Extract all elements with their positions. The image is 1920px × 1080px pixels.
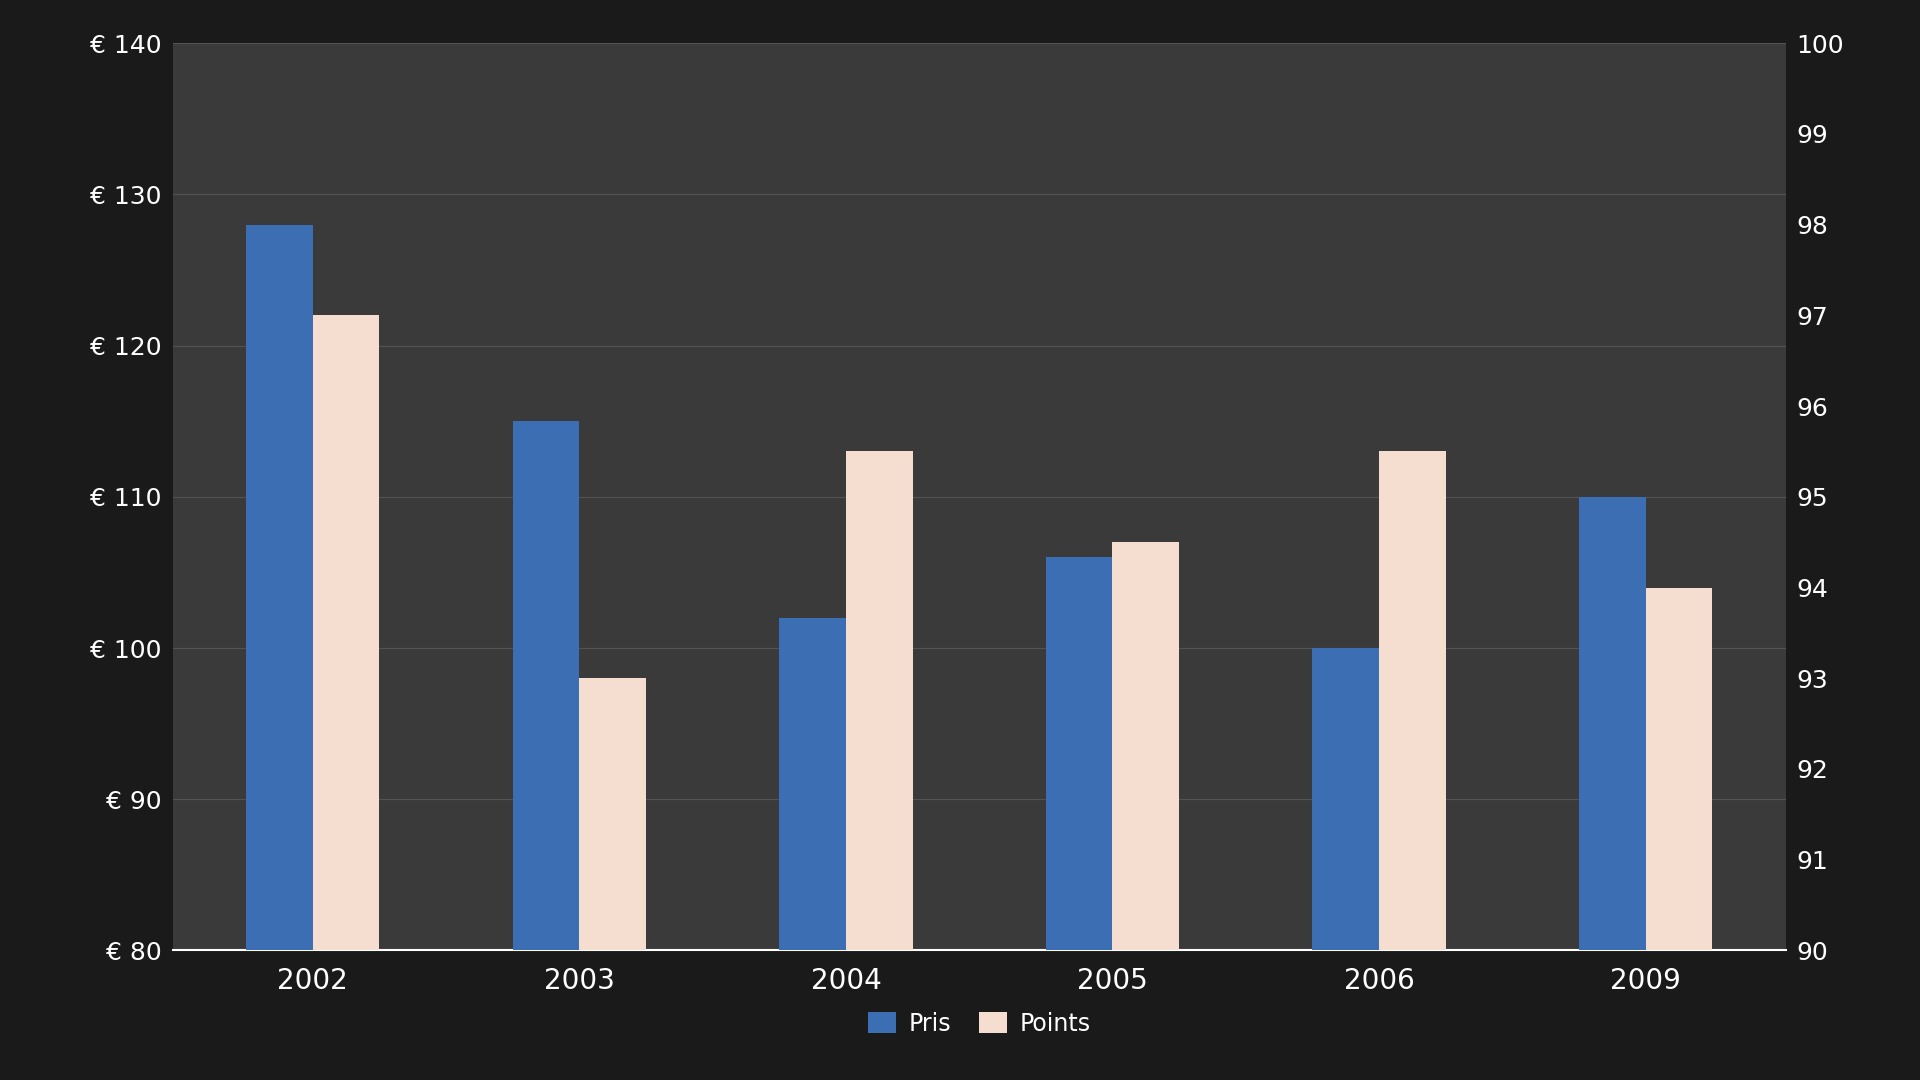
Bar — [1645, 588, 1713, 1080]
Bar — [1578, 497, 1645, 1080]
Bar — [313, 315, 380, 1080]
Bar — [1379, 451, 1446, 1080]
Bar — [1112, 542, 1179, 1080]
Bar — [513, 421, 580, 1080]
Bar — [1046, 557, 1112, 1080]
Legend: Pris, Points: Pris, Points — [856, 1000, 1102, 1048]
Bar — [580, 678, 645, 1080]
Bar — [780, 618, 847, 1080]
Bar — [246, 225, 313, 1080]
Bar — [847, 451, 912, 1080]
Bar — [1313, 648, 1379, 1080]
